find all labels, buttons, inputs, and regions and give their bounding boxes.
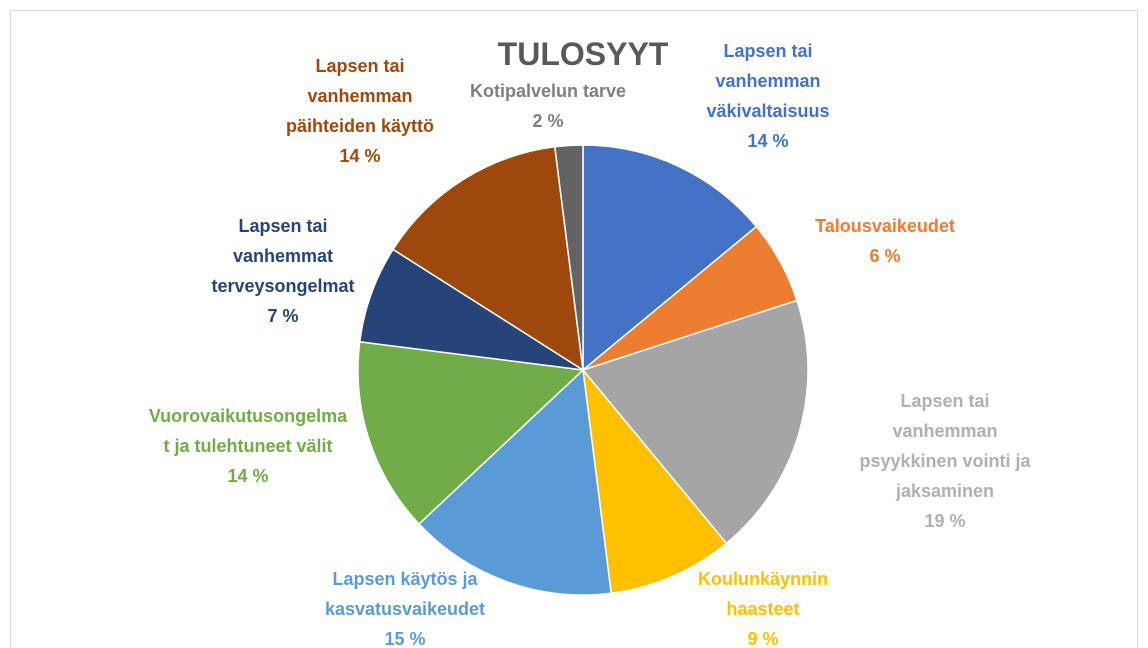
pie-slice (417, 368, 613, 596)
category-label: Vuorovaikutusongelmat ja tulehtuneet väl… (148, 406, 348, 456)
slice-label: Lapsen tai vanhemmat terveysongelmat 7 % (198, 211, 368, 331)
category-label: Lapsen käytös ja kasvatusvaikeudet (324, 569, 486, 619)
value-label: 6 % (869, 246, 901, 266)
chart-frame (10, 10, 1138, 648)
pie-slice (391, 145, 584, 372)
slice-label: Lapsen tai vanhemman psyykkinen vointi j… (855, 386, 1035, 536)
value-label: 2 % (532, 111, 564, 131)
chart-title: TULOSYYT (497, 36, 669, 72)
category-label: Talousvaikeudet (815, 216, 955, 236)
slice-label: Vuorovaikutusongelmat ja tulehtuneet väl… (148, 401, 348, 491)
category-label: Lapsen tai vanhemman psyykkinen vointi j… (859, 391, 1031, 501)
value-label: 15 % (384, 629, 426, 648)
value-label: 14 % (227, 466, 269, 486)
value-label: 14 % (339, 146, 381, 166)
slice-label: Kotipalvelun tarve 2 % (438, 76, 658, 136)
value-label: 9 % (747, 629, 779, 648)
slice-label: Lapsen tai vanhemman päihteiden käyttö 14… (265, 51, 455, 171)
pie-slice (582, 144, 758, 372)
pie-slice (553, 144, 584, 371)
slice-label: Lapsen tai vanhemman väkivaltaisuus 14 % (683, 36, 853, 156)
category-label: Lapsen tai vanhemmat terveysongelmat (211, 216, 355, 296)
value-label: 19 % (924, 511, 966, 531)
category-label: Lapsen tai vanhemman väkivaltaisuus (706, 41, 830, 121)
value-label: 14 % (747, 131, 789, 151)
slice-label: Koulunkäynnin haasteet 9 % (683, 564, 843, 648)
slice-label: Talousvaikeudet 6 % (785, 211, 985, 271)
pie-slice (581, 299, 809, 545)
category-label: Lapsen tai vanhemman päihteiden käyttö (285, 56, 435, 136)
pie-slice (357, 340, 585, 526)
value-label: 7 % (267, 306, 299, 326)
slice-label: Lapsen käytös ja kasvatusvaikeudet 15 % (300, 564, 510, 648)
category-label: Kotipalvelun tarve (469, 81, 627, 101)
pie-slice (581, 367, 728, 595)
category-label: Koulunkäynnin haasteet (698, 569, 828, 619)
